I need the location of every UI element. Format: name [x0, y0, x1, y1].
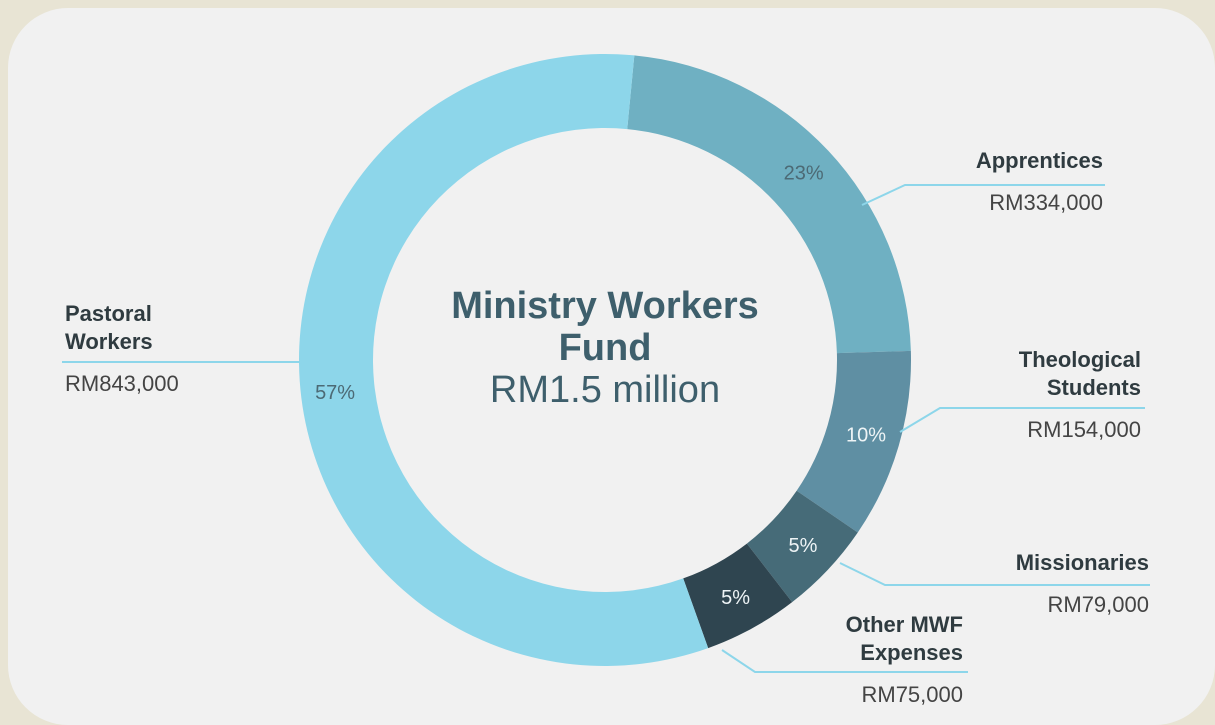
value-label: 5% — [789, 535, 818, 557]
category-label: Missionaries — [1015, 550, 1149, 575]
value-label: 23% — [784, 162, 824, 184]
amount-label: RM79,000 — [1047, 592, 1149, 617]
donut-slice — [627, 55, 911, 354]
category-label: Theological Students — [1018, 347, 1141, 400]
category-label: Pastoral Workers — [65, 301, 153, 354]
leader-line — [721, 649, 968, 673]
leader-line — [899, 407, 1145, 433]
value-label: 10% — [846, 425, 886, 447]
amount-label: RM843,000 — [65, 371, 179, 396]
donut-slice — [299, 53, 709, 666]
amount-label: RM75,000 — [861, 682, 963, 707]
amount-label: RM154,000 — [1027, 417, 1141, 442]
category-label: Other MWF Expenses — [845, 612, 963, 665]
donut-slice — [746, 490, 858, 603]
amount-label: RM334,000 — [989, 190, 1103, 215]
label: Apprentices RM334,000 — [883, 147, 1103, 215]
leader-line — [861, 184, 1105, 206]
label: Theological Students RM154,000 — [966, 346, 1141, 442]
label: Other MWF Expenses RM75,000 — [803, 611, 963, 707]
value-label: 57% — [315, 382, 355, 404]
chart-subtitle: RM1.5 million — [489, 369, 721, 411]
value-label: 5% — [721, 587, 750, 609]
category-label: Apprentices — [975, 148, 1103, 173]
label: Pastoral Workers RM843,000 — [65, 300, 200, 396]
leader-line — [839, 562, 1150, 586]
label: Missionaries RM79,000 — [929, 549, 1149, 617]
chart-title: Ministry Workers Fund — [451, 285, 759, 369]
donut-slice — [683, 543, 793, 649]
center-text: Ministry Workers Fund RM1.5 million — [445, 285, 765, 411]
donut-slice — [796, 350, 911, 533]
